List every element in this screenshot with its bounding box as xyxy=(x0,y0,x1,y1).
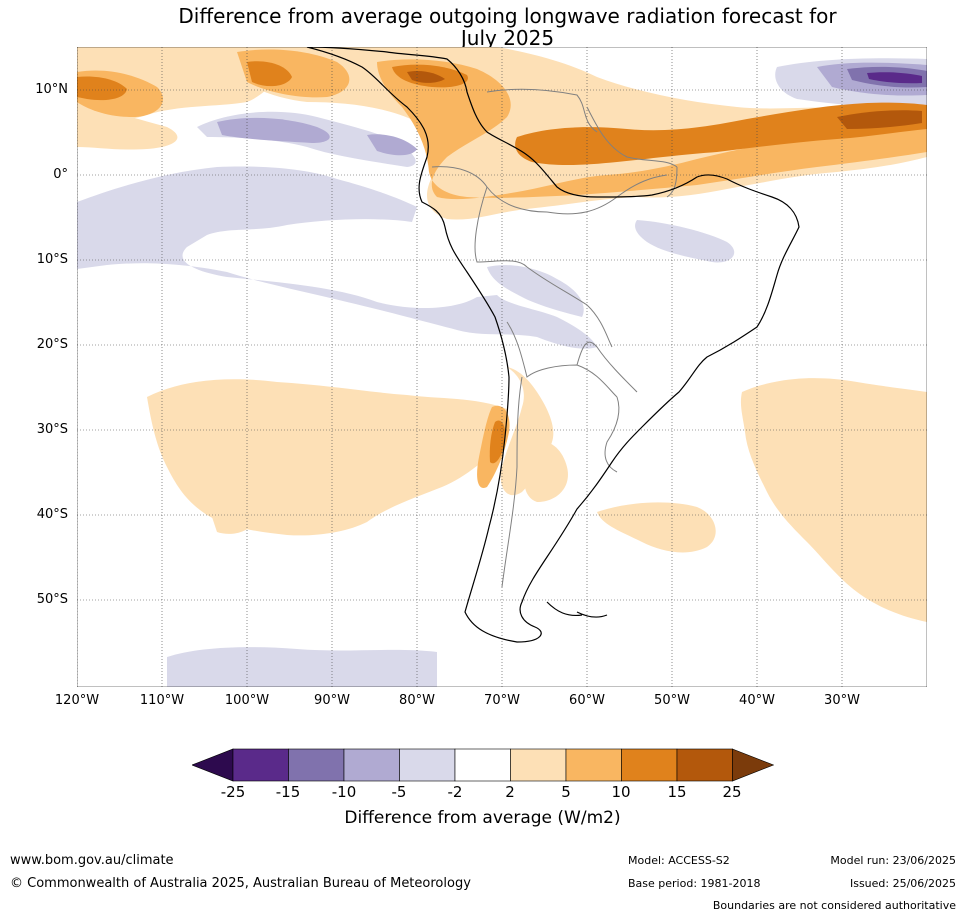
lon-label-70w: 70°W xyxy=(484,693,520,708)
base-period-text: Base period: 1981-2018 xyxy=(628,877,761,890)
lon-label-120w: 120°W xyxy=(54,693,100,708)
model-text: Model: ACCESS-S2 xyxy=(628,854,730,867)
map-title-line2: July 2025 xyxy=(460,26,555,50)
colorbar-cell xyxy=(565,748,622,782)
colorbar-cell xyxy=(454,748,511,782)
map-gridlines xyxy=(77,47,927,687)
colorbar-tick: -15 xyxy=(275,783,301,801)
colorbar-arrow-low xyxy=(192,748,234,782)
model-run-text: Model run: 23/06/2025 xyxy=(830,854,956,867)
lon-label-50w: 50°W xyxy=(654,693,690,708)
disclaimer-text: Boundaries are not considered authoritat… xyxy=(712,899,956,912)
colorbar-label: Difference from average (W/m2) xyxy=(344,808,621,828)
colorbar-tick: 5 xyxy=(561,783,571,801)
colorbar-tick: 25 xyxy=(722,783,742,801)
colorbar-cell xyxy=(510,748,567,782)
map-title-line1: Difference from average outgoing longwav… xyxy=(178,4,837,28)
issued-text: Issued: 25/06/2025 xyxy=(849,877,956,890)
lat-label-20s: 20°S xyxy=(36,337,68,352)
colorbar-tick: -2 xyxy=(447,783,463,801)
lon-label-30w: 30°W xyxy=(824,693,860,708)
colorbar xyxy=(192,748,774,782)
colorbar-arrow-high xyxy=(732,748,774,782)
colorbar-tick: 10 xyxy=(611,783,631,801)
negative-anomaly-regions xyxy=(77,58,927,687)
colorbar-tick: -10 xyxy=(331,783,357,801)
colorbar-cell xyxy=(288,748,345,782)
lon-label-60w: 60°W xyxy=(569,693,605,708)
lon-label-100w: 100°W xyxy=(224,693,270,708)
copyright-text: © Commonwealth of Australia 2025, Austra… xyxy=(10,876,471,891)
lat-label-0: 0° xyxy=(53,167,68,182)
colorbar-tick: -25 xyxy=(220,783,246,801)
lat-label-10n: 10°N xyxy=(35,82,68,97)
lon-label-80w: 80°W xyxy=(399,693,435,708)
lat-label-50s: 50°S xyxy=(36,592,68,607)
coastlines xyxy=(306,47,800,643)
colorbar-cell xyxy=(399,748,456,782)
colorbar-cell xyxy=(676,748,733,782)
colorbar-cells xyxy=(192,748,774,782)
colorbar-tick: 15 xyxy=(667,783,687,801)
anomaly-map xyxy=(77,47,927,687)
lon-label-40w: 40°W xyxy=(739,693,775,708)
lon-label-90w: 90°W xyxy=(314,693,350,708)
website-link[interactable]: www.bom.gov.au/climate xyxy=(10,853,174,868)
lat-label-40s: 40°S xyxy=(36,507,68,522)
colorbar-cell xyxy=(621,748,678,782)
colorbar-tick: 2 xyxy=(505,783,515,801)
colorbar-cell xyxy=(343,748,400,782)
colorbar-cell xyxy=(232,748,289,782)
colorbar-tick: -5 xyxy=(391,783,407,801)
lat-label-30s: 30°S xyxy=(36,422,68,437)
lon-label-110w: 110°W xyxy=(139,693,185,708)
lat-label-10s: 10°S xyxy=(36,252,68,267)
